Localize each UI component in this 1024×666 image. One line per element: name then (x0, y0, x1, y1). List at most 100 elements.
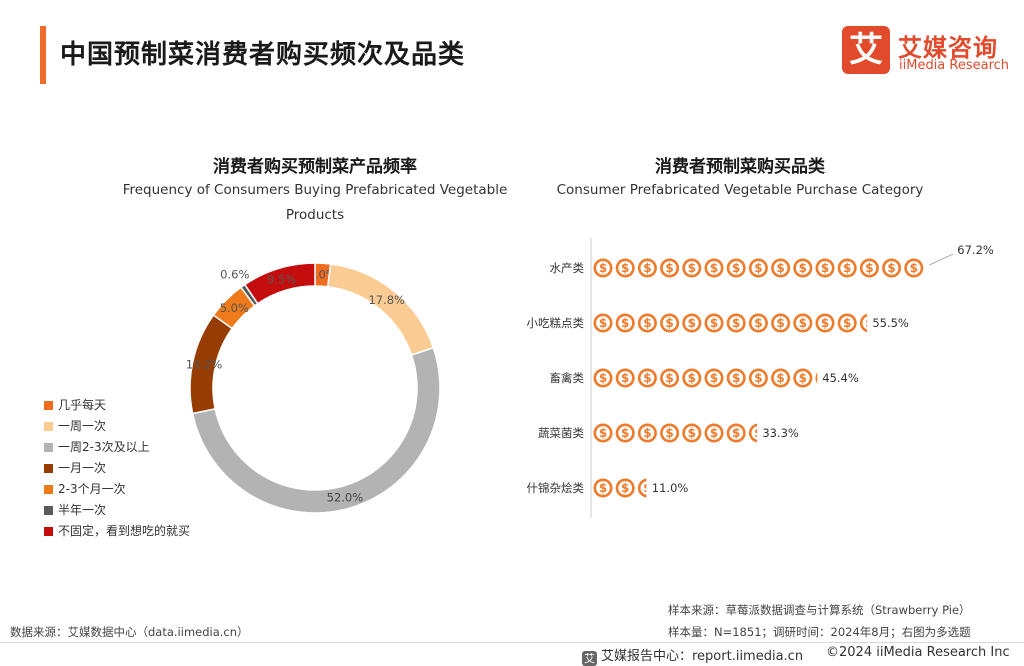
dollar-coin-icon: $ (859, 313, 868, 333)
svg-text:$: $ (776, 261, 784, 275)
bar-value-label: 45.4% (822, 371, 859, 385)
svg-text:$: $ (688, 371, 696, 385)
dollar-coin-icon: $ (637, 258, 657, 278)
dollar-coin-icon: $ (637, 368, 657, 388)
svg-text:$: $ (821, 316, 829, 330)
logo-mark: 艾 (842, 26, 890, 74)
donut-slice-label: 0.6% (220, 267, 249, 281)
svg-text:$: $ (665, 371, 673, 385)
legend-swatch (44, 443, 53, 452)
svg-text:$: $ (599, 316, 607, 330)
dollar-coin-icon: $ (682, 313, 702, 333)
svg-text:$: $ (710, 261, 718, 275)
logo-name-en: iiMedia Research (899, 58, 1010, 73)
dollar-coin-icon: $ (637, 423, 657, 443)
bar-value-label: 33.3% (762, 426, 799, 440)
legend-label: 一周2-3次及以上 (58, 440, 150, 454)
dollar-coin-icon: $ (704, 313, 724, 333)
legend-label: 一月一次 (58, 461, 107, 475)
dollar-coin-icon: $ (748, 423, 762, 443)
legend-swatch (44, 422, 53, 431)
svg-text:$: $ (910, 261, 918, 275)
dollar-coin-icon: $ (704, 368, 724, 388)
svg-text:$: $ (621, 426, 629, 440)
dollar-coin-icon: $ (859, 258, 879, 278)
svg-text:$: $ (665, 261, 673, 275)
dollar-coin-icon: $ (815, 372, 818, 384)
svg-text:$: $ (732, 261, 740, 275)
data-source-note: 数据来源：艾媒数据中心（data.iimedia.cn） (10, 625, 249, 639)
category-label: 畜禽类 (550, 371, 585, 385)
svg-text:$: $ (710, 426, 718, 440)
footer-copyright: ©2024 iiMedia Research Inc (826, 645, 1010, 660)
page-title: 中国预制菜消费者购买频次及品类 (60, 40, 466, 70)
dollar-coin-icon: $ (704, 258, 724, 278)
svg-text:$: $ (621, 371, 629, 385)
dollar-coin-icon: $ (837, 258, 857, 278)
category-label: 蔬菜菌类 (538, 426, 584, 440)
svg-text:$: $ (799, 371, 807, 385)
donut-chart-subtitle: Frequency of Consumers Buying Prefabrica… (122, 182, 508, 223)
dollar-coin-icon: $ (593, 313, 613, 333)
category-label: 小吃糕点类 (527, 316, 585, 330)
iimedia-logo: 艾 艾媒咨询 iiMedia Research (842, 26, 1012, 78)
svg-text:$: $ (799, 316, 807, 330)
legend-swatch (44, 464, 53, 473)
svg-text:$: $ (665, 316, 673, 330)
dollar-coin-icon: $ (682, 368, 702, 388)
svg-text:$: $ (732, 371, 740, 385)
donut-slice (191, 346, 441, 514)
dollar-coin-icon: $ (815, 313, 835, 333)
dollar-coin-icon: $ (837, 313, 857, 333)
dollar-coin-icon: $ (593, 478, 613, 498)
footer-report-center[interactable]: 艾艾媒报告中心：report.iimedia.cn (582, 645, 803, 666)
category-label: 水产类 (550, 261, 585, 275)
svg-text:$: $ (643, 316, 651, 330)
dollar-coin-icon: $ (726, 368, 746, 388)
svg-text:$: $ (732, 426, 740, 440)
footer-report-link[interactable]: 艾媒报告中心：report.iimedia.cn (601, 649, 804, 664)
svg-text:$: $ (710, 371, 718, 385)
dollar-coin-icon: $ (682, 258, 702, 278)
svg-text:$: $ (776, 316, 784, 330)
svg-text:$: $ (688, 426, 696, 440)
dollar-coin-icon: $ (615, 368, 635, 388)
svg-text:$: $ (621, 316, 629, 330)
dollar-coin-icon: $ (904, 258, 924, 278)
dollar-coin-icon: $ (593, 368, 613, 388)
sample-size-note: 样本量：N=1851；调研时间：2024年8月；右图为多选题 (668, 625, 971, 639)
iimedia-icon: 艾 (582, 651, 597, 666)
logo-name-cn: 艾媒咨询 (898, 34, 998, 62)
footer-divider (0, 642, 1024, 643)
svg-text:$: $ (688, 316, 696, 330)
svg-text:$: $ (643, 261, 651, 275)
svg-text:$: $ (776, 371, 784, 385)
dollar-coin-icon: $ (882, 258, 902, 278)
svg-text:$: $ (643, 371, 651, 385)
category-label: 什锦杂烩类 (527, 481, 585, 495)
donut-slice-label: 5.0% (220, 301, 249, 315)
dollar-coin-icon: $ (704, 423, 724, 443)
svg-text:$: $ (887, 261, 895, 275)
donut-slice (326, 263, 435, 357)
svg-text:$: $ (843, 316, 851, 330)
svg-text:$: $ (710, 316, 718, 330)
svg-text:$: $ (599, 371, 607, 385)
svg-text:$: $ (821, 261, 829, 275)
dollar-coin-icon: $ (793, 258, 813, 278)
legend-label: 不固定，看到想吃的就买 (58, 524, 191, 538)
donut-slice-label: 9.5% (267, 273, 296, 287)
svg-text:$: $ (754, 261, 762, 275)
legend-swatch (44, 401, 53, 410)
dollar-coin-icon: $ (593, 423, 613, 443)
svg-text:$: $ (599, 426, 607, 440)
dollar-coin-icon: $ (593, 258, 613, 278)
legend-label: 半年一次 (58, 503, 107, 517)
svg-text:$: $ (754, 426, 762, 440)
bar-value-label: 67.2% (957, 243, 994, 257)
donut-slice-label: 13.2% (186, 357, 223, 371)
dollar-coin-icon: $ (726, 313, 746, 333)
legend-swatch (44, 506, 53, 515)
dollar-coin-icon: $ (682, 423, 702, 443)
bar-chart-title: 消费者预制菜购买品类 (655, 157, 825, 177)
